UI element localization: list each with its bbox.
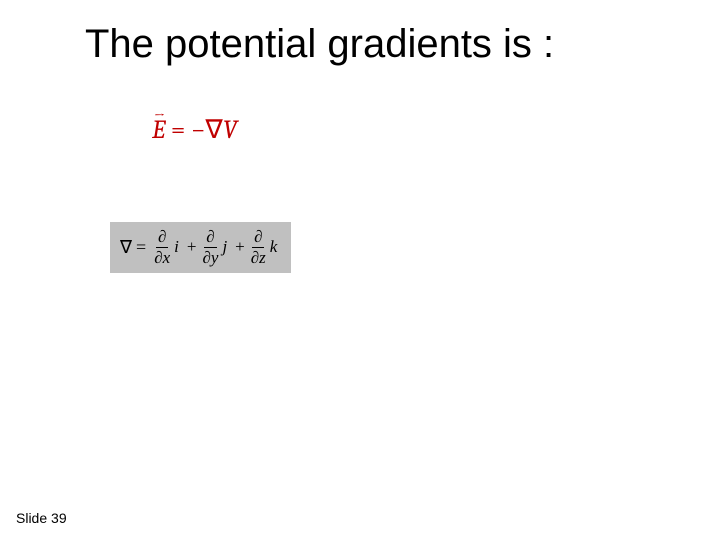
partial-num-x: ∂ [156, 228, 168, 248]
plus-1: + [187, 237, 197, 257]
eq1-rhs-var: V [223, 115, 237, 145]
slide-label-prefix: Slide [16, 510, 51, 526]
eq1-minus: − [191, 115, 205, 145]
slide-number: Slide 39 [16, 510, 67, 526]
unit-j: j [222, 237, 227, 257]
partial-dx: ∂ ∂x [152, 228, 172, 267]
partial-den-x: ∂x [152, 248, 172, 267]
plus-2: + [235, 237, 245, 257]
partial-dz: ∂ ∂z [249, 228, 268, 267]
nabla-symbol-2: ∇ [120, 237, 132, 258]
nabla-symbol: ∇ [205, 115, 222, 145]
unit-i: i [174, 237, 179, 257]
partial-num-z: ∂ [252, 228, 264, 248]
partial-dy: ∂ ∂y [200, 228, 220, 267]
equation-del-operator: ∇ = ∂ ∂x i + ∂ ∂y j + ∂ ∂z k [110, 222, 291, 273]
slide-number-value: 39 [51, 510, 67, 526]
vector-arrow: → [154, 107, 165, 124]
eq1-equals: = [165, 115, 191, 145]
partial-num-y: ∂ [204, 228, 216, 248]
partial-den-y: ∂y [200, 248, 220, 267]
eq2-equals: = [136, 237, 146, 258]
equation-e-gradient: → E = −∇V [152, 115, 237, 145]
partial-den-z: ∂z [249, 248, 268, 267]
slide-title: The potential gradients is : [85, 22, 554, 67]
unit-k: k [270, 237, 278, 257]
